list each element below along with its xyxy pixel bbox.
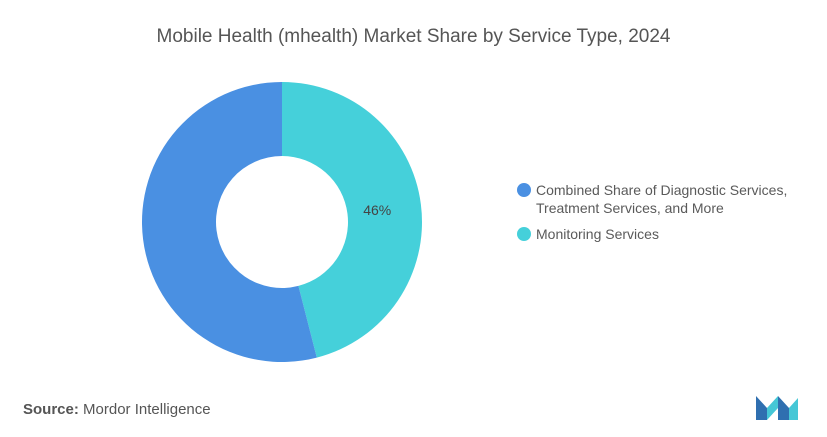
legend-item-combined: Combined Share of Diagnostic Services, T… (517, 181, 817, 217)
legend: Combined Share of Diagnostic Services, T… (517, 181, 817, 251)
data-labels: 46% (363, 202, 391, 218)
donut-slices (141, 82, 422, 363)
legend-label-monitoring: Monitoring Services (536, 226, 659, 242)
legend-swatch-combined (517, 183, 531, 197)
data-label-monitoring: 46% (363, 202, 391, 218)
chart-title: Mobile Health (mhealth) Market Share by … (156, 26, 671, 47)
source-note: Source: Mordor Intelligence (23, 401, 211, 418)
legend-label-combined: Combined Share of Diagnostic Services, T… (536, 182, 788, 216)
mordor-intelligence-logo-icon (756, 396, 798, 420)
legend-item-monitoring: Monitoring Services (517, 225, 817, 243)
slice-monitoring (282, 82, 422, 358)
source-text: Mordor Intelligence (83, 401, 211, 418)
slice-combined (141, 82, 317, 363)
source-label: Source: (23, 401, 79, 418)
legend-swatch-monitoring (517, 227, 531, 241)
